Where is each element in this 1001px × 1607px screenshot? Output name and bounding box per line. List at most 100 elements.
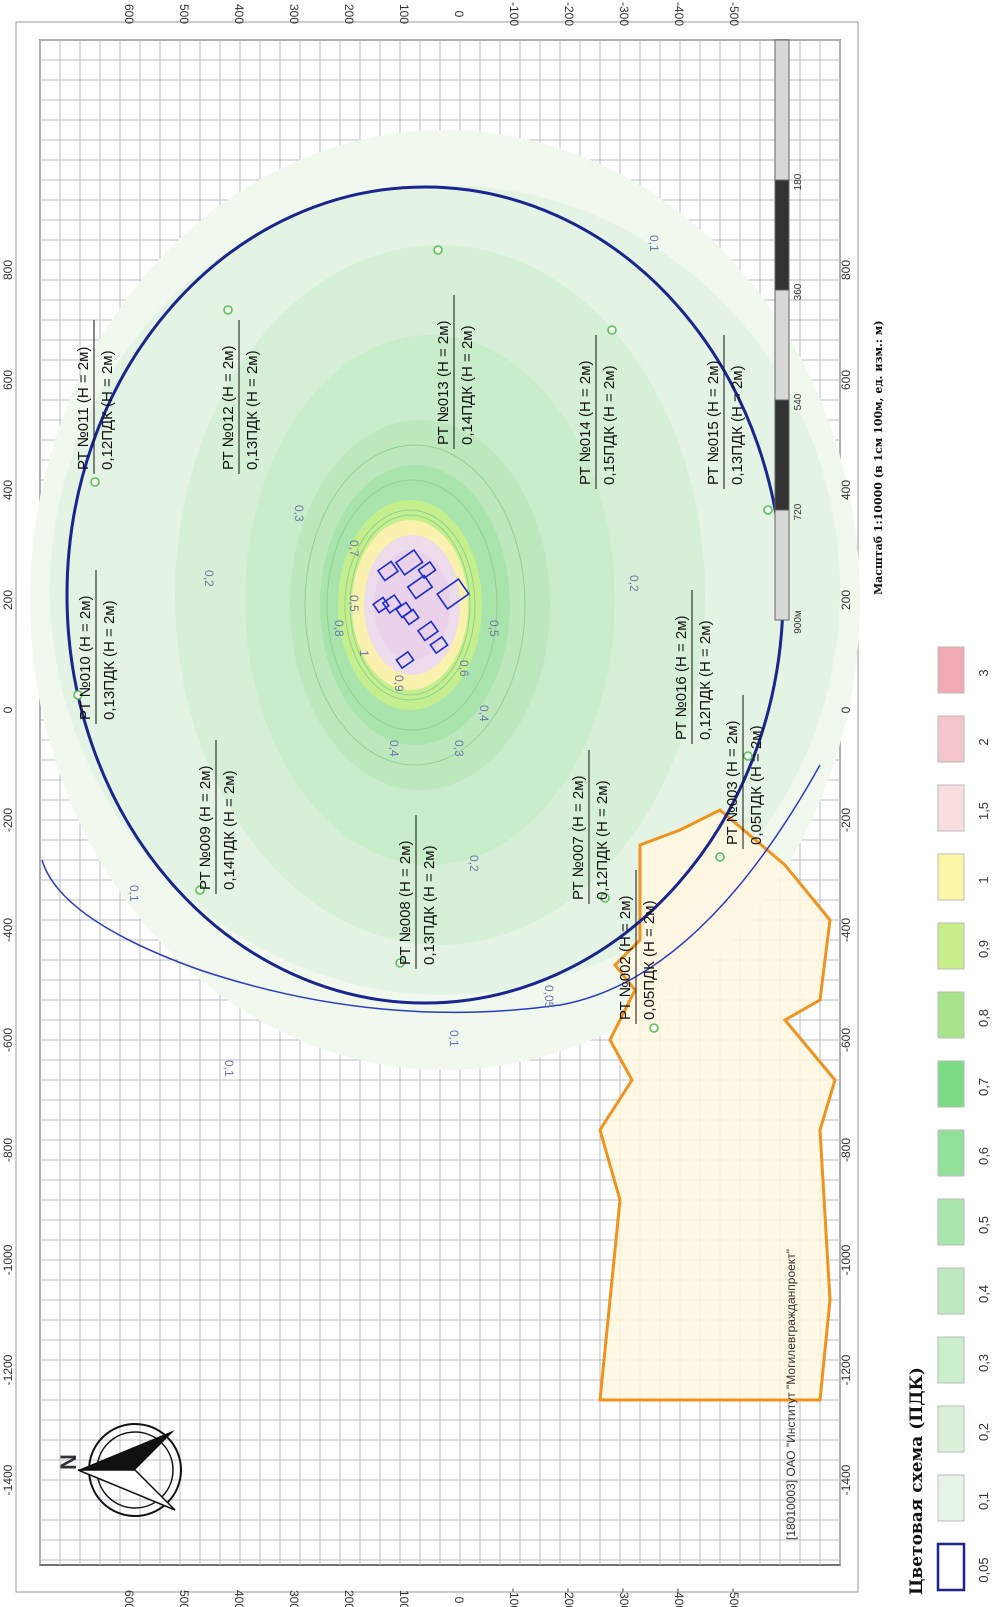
x-tick-right: 800 xyxy=(839,260,853,280)
x-tick-right: -200 xyxy=(839,808,853,832)
scale-seg-2 xyxy=(774,179,790,291)
x-tick-right: -400 xyxy=(839,918,853,942)
y-tick-top: 300 xyxy=(287,4,301,24)
boundary-polygon xyxy=(598,808,837,1402)
point-009 xyxy=(195,885,205,895)
x-tick-right: -1000 xyxy=(839,1244,853,1275)
point-label-name: РТ №008 (Н = 2м) xyxy=(397,840,414,965)
legend-swatch xyxy=(937,1336,965,1384)
legend-label: 1 xyxy=(976,876,991,883)
scale-tick: 540 xyxy=(793,393,804,410)
iso-label: 0,7 xyxy=(347,540,361,557)
legend: 0,05 0,1 0,2 0,3 0,4 0,5 0,6 0,7 0,8 0,9 1 1,5 2 3 xyxy=(936,646,991,1592)
source-12 xyxy=(372,596,390,614)
x-tick-right: -1400 xyxy=(839,1464,853,1495)
point-label-value: 0,15ПДК (Н = 2м) xyxy=(601,365,618,485)
point-label: РТ №007 (Н = 2м) 0,12ПДК (Н = 2м) xyxy=(570,750,611,904)
point-label-name: РТ №013 (Н = 2м) xyxy=(435,320,452,445)
legend-swatch xyxy=(937,1198,965,1246)
point-label: РТ №002 (Н = 2м) 0,05ПДК (Н = 2м) xyxy=(617,870,658,1024)
legend-label: 0,6 xyxy=(976,1147,991,1165)
y-tick-bottom: 600 xyxy=(122,1590,136,1607)
point-label-name: РТ №015 (Н = 2м) xyxy=(705,360,722,485)
point-002 xyxy=(649,1023,659,1033)
y-tick-top: 0 xyxy=(452,11,466,18)
point-label-value: 0,12ПДК (Н = 2м) xyxy=(594,780,611,900)
legend-label: 0,9 xyxy=(976,940,991,958)
north-arrow-icon: N xyxy=(56,1423,182,1517)
legend-label: 0,2 xyxy=(976,1423,991,1441)
iso-label: 0,3 xyxy=(452,740,466,757)
point-label-value: 0,14ПДК (Н = 2м) xyxy=(221,770,238,890)
x-tick-left: -400 xyxy=(1,918,15,942)
y-tick-bottom: 500 xyxy=(177,1590,191,1607)
legend-label: 0,05 xyxy=(976,1557,991,1582)
source-1 xyxy=(376,560,400,582)
iso-label: 0,3 xyxy=(292,505,306,522)
isoline-0-8 xyxy=(344,509,476,701)
fill-2 xyxy=(374,550,450,660)
legend-label: 0,3 xyxy=(976,1354,991,1372)
scale-tick: 180 xyxy=(793,173,804,190)
y-tick-bottom: -100 xyxy=(507,1588,521,1607)
iso-label: 0,5 xyxy=(347,595,361,612)
outer-isoline-0-05 xyxy=(41,764,821,1014)
point-label-name: РТ №012 (Н = 2м) xyxy=(220,345,237,470)
y-tick-top: -300 xyxy=(617,2,631,26)
copyright-text: [18010003] ОАО "Институт "Могилевграждан… xyxy=(784,1249,798,1540)
point-label: РТ №010 (Н = 2м) 0,13ПДК (Н = 2м) xyxy=(77,570,118,724)
x-tick-left: -800 xyxy=(1,1138,15,1162)
y-tick-bottom: 300 xyxy=(287,1590,301,1607)
point-label-name: РТ №010 (Н = 2м) xyxy=(77,595,94,720)
iso-label: 0,4 xyxy=(387,740,401,757)
x-tick-left: -1200 xyxy=(1,1354,15,1385)
iso-labels: 0,05 0,1 0,1 0,1 0,1 0,2 0,2 0,2 0,3 0,3 0,4 0,4 0,5… xyxy=(127,235,661,1077)
y-tick-bottom: 100 xyxy=(397,1590,411,1607)
point-label: РТ №009 (Н = 2м) 0,14ПДК (Н = 2м) xyxy=(197,740,238,894)
iso-label: 0,05 xyxy=(542,985,556,1009)
point-label: РТ №003 (Н = 2м) 0,05ПДК (Н = 2м) xyxy=(724,695,765,849)
point-label-value: 0,14ПДК (Н = 2м) xyxy=(459,325,476,445)
legend-swatch xyxy=(937,1267,965,1315)
scale-seg-5 xyxy=(774,509,790,621)
y-tick-bottom: 0 xyxy=(452,1597,466,1604)
legend-label: 0,8 xyxy=(976,1009,991,1027)
y-tick-top: -400 xyxy=(672,2,686,26)
y-tick-top: -200 xyxy=(562,2,576,26)
y-tick-bottom: -200 xyxy=(562,1588,576,1607)
y-tick-top: 100 xyxy=(397,4,411,24)
iso-label: 0,1 xyxy=(222,1060,236,1077)
point-label-name: РТ №002 (Н = 2м) xyxy=(617,895,634,1020)
legend-swatch xyxy=(936,1542,966,1592)
iso-label: 0,8 xyxy=(332,620,346,637)
point-label-name: РТ №003 (Н = 2м) xyxy=(724,720,741,845)
x-tick-left: -600 xyxy=(1,1028,15,1052)
x-tick-left: 200 xyxy=(1,590,15,610)
y-tick-top: 400 xyxy=(232,4,246,24)
iso-label: 0,2 xyxy=(202,570,216,587)
legend-swatch xyxy=(937,853,965,901)
point-label-name: РТ №011 (Н = 2м) xyxy=(75,347,92,470)
source-8 xyxy=(402,608,420,626)
x-tick-left: -1400 xyxy=(1,1464,15,1495)
y-tick-top: 600 xyxy=(122,4,136,24)
legend-swatch xyxy=(937,1060,965,1108)
y-tick-bottom: -500 xyxy=(727,1588,741,1607)
isoline-0-5 xyxy=(304,444,526,766)
legend-label: 0,4 xyxy=(976,1285,991,1303)
point-labels: РТ №011 (Н = 2м) 0,12ПДК (Н = 2м) РТ №012 … xyxy=(75,295,765,1024)
point-label-value: 0,13ПДК (Н = 2м) xyxy=(244,350,261,470)
point-013 xyxy=(433,245,443,255)
y-tick-bottom: 200 xyxy=(342,1590,356,1607)
design-points xyxy=(73,245,773,1033)
y-tick-top: -100 xyxy=(507,2,521,26)
x-tick-right: 0 xyxy=(839,706,853,713)
point-label: РТ №013 (Н = 2м) 0,14ПДК (Н = 2м) xyxy=(435,295,476,449)
legend-swatch xyxy=(937,1129,965,1177)
legend-swatch xyxy=(937,715,965,763)
point-label: РТ №008 (Н = 2м) 0,13ПДК (Н = 2м) xyxy=(397,815,438,969)
isoline-0-6 xyxy=(326,479,498,731)
scale-seg-4 xyxy=(774,399,790,511)
point-label-value: 0,13ПДК (Н = 2м) xyxy=(729,365,746,485)
x-tick-right: -800 xyxy=(839,1138,853,1162)
